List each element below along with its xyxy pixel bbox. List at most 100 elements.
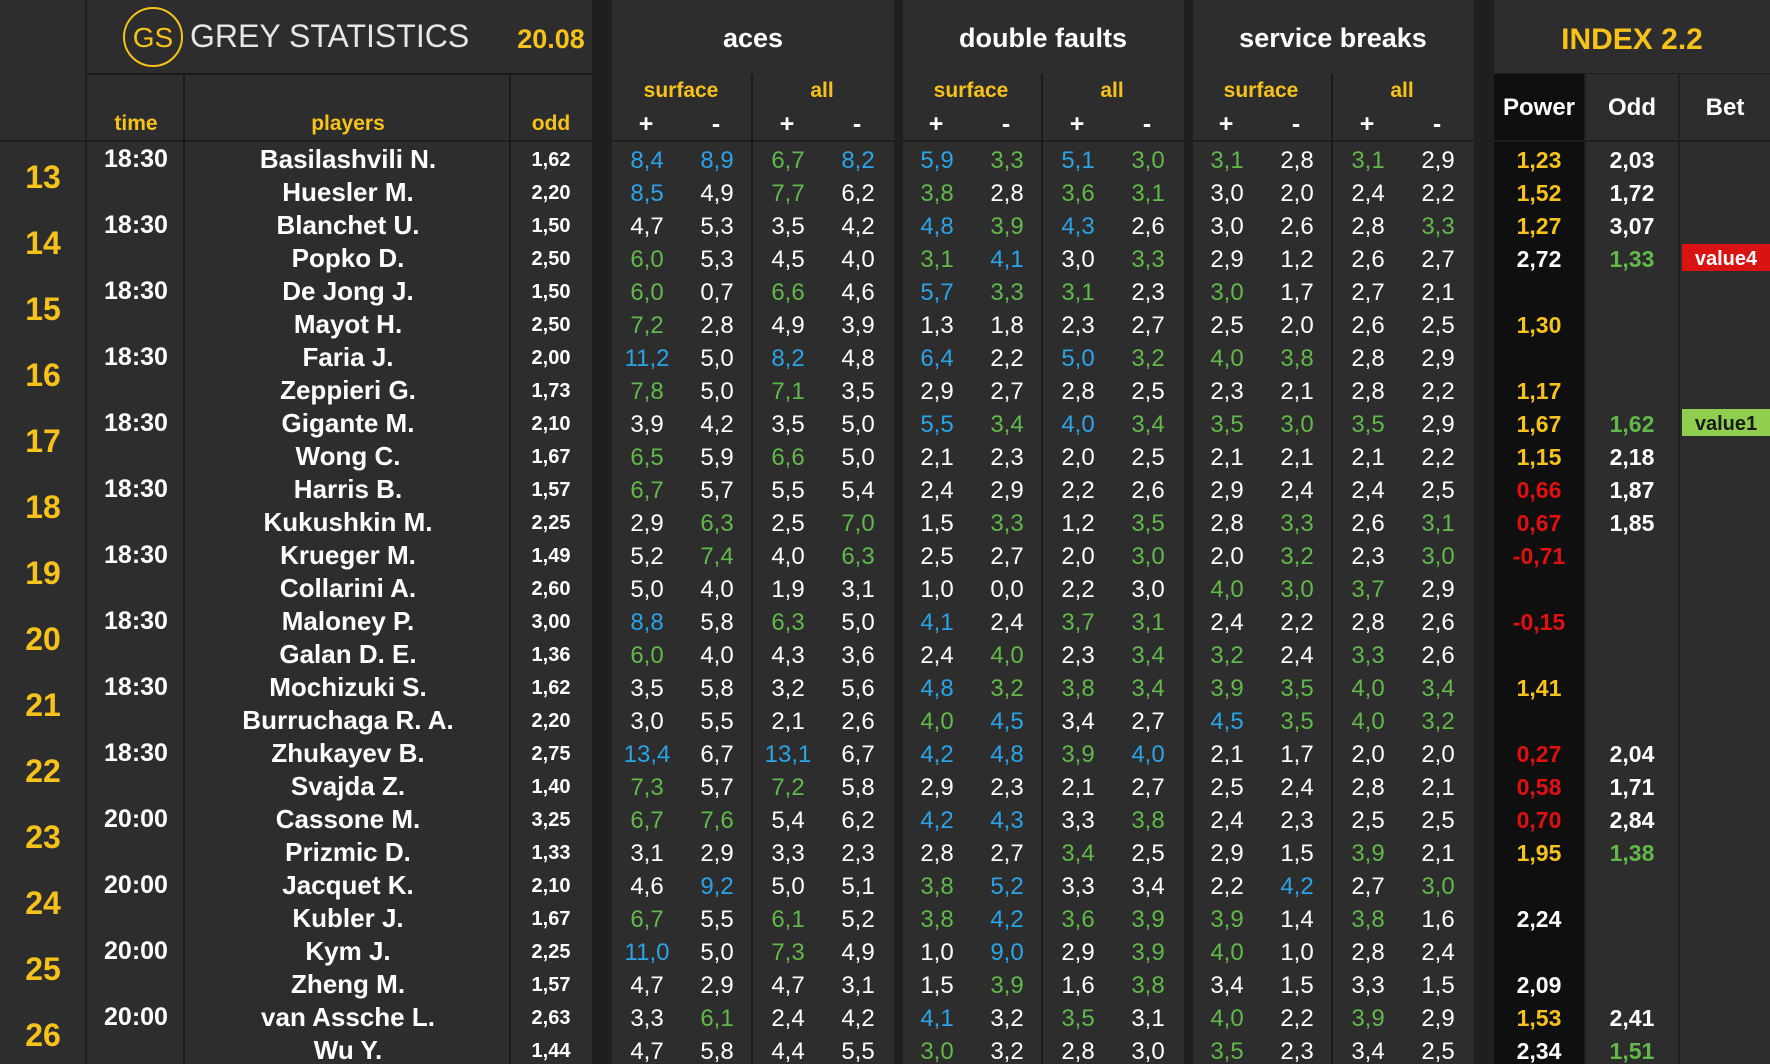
stat-value: 2,4 (1210, 807, 1243, 834)
player-name: Kukushkin M. (263, 507, 432, 537)
bet-cell (1680, 538, 1770, 604)
subheader-all: all (1100, 79, 1123, 102)
match-number-cell (0, 1000, 85, 1064)
header-index: INDEX 2.2 (1561, 23, 1703, 56)
stat-value: 2,4 (1351, 477, 1384, 504)
stat-value: 4,0 (1210, 345, 1243, 372)
header-service-breaks: service breaks (1239, 23, 1427, 53)
stat-value: 6,7 (630, 807, 663, 834)
stat-value: 2,3 (1280, 1038, 1313, 1064)
stat-value: 3,1 (841, 972, 874, 999)
stat-value: 3,0 (1131, 576, 1164, 603)
player-odd: 2,20 (532, 182, 571, 204)
stat-value: 3,0 (1210, 180, 1243, 207)
stat-value: 2,3 (990, 444, 1023, 471)
stat-value: 3,4 (1210, 972, 1243, 999)
stat-value: 3,8 (920, 873, 953, 900)
power-cell (1494, 340, 1584, 406)
match-number-cell (0, 670, 85, 736)
stat-value: 2,5 (1131, 378, 1164, 405)
stat-value: 3,8 (1061, 675, 1094, 702)
stat-value: 1,6 (1421, 906, 1454, 933)
stat-value: 3,0 (1131, 1038, 1164, 1064)
stat-value: 4,7 (630, 213, 663, 240)
match-time: 18:30 (104, 343, 168, 371)
stat-value: 2,3 (841, 840, 874, 867)
stat-value: 5,1 (1061, 147, 1094, 174)
stat-value: 2,8 (1351, 378, 1384, 405)
stat-value: 7,2 (771, 774, 804, 801)
stats-cell (903, 406, 1184, 472)
power-cell (1494, 934, 1584, 1000)
stat-value: 4,7 (630, 972, 663, 999)
stat-value: 2,6 (1131, 477, 1164, 504)
stat-value: 3,1 (1131, 1005, 1164, 1032)
stat-value: 0,0 (990, 576, 1023, 603)
stat-value: 2,5 (1421, 807, 1454, 834)
stat-value: 2,4 (1351, 180, 1384, 207)
stat-value: 3,3 (1351, 642, 1384, 669)
stats-cell (903, 1000, 1184, 1064)
stat-value: 3,7 (1351, 576, 1384, 603)
stat-value: 3,1 (1421, 510, 1454, 537)
stat-value: 2,5 (1131, 840, 1164, 867)
player-name: Faria J. (302, 342, 393, 372)
stat-value: 3,2 (1280, 543, 1313, 570)
power-value: 1,23 (1517, 147, 1562, 173)
stat-value: 3,0 (1131, 543, 1164, 570)
stat-value: 2,1 (920, 444, 953, 471)
stat-value: 1,0 (920, 939, 953, 966)
player-name: Krueger M. (280, 540, 416, 570)
player-odd: 3,25 (532, 809, 571, 831)
match-number: 18 (25, 489, 61, 525)
stat-value: 2,3 (1280, 807, 1313, 834)
stat-value: 2,1 (1210, 444, 1243, 471)
player-name: Jacquet K. (282, 870, 414, 900)
stat-value: 6,1 (700, 1005, 733, 1032)
stat-value: 5,9 (920, 147, 953, 174)
stat-value: 3,9 (1351, 1005, 1384, 1032)
stat-value: 2,3 (1351, 543, 1384, 570)
player-odd: 1,36 (532, 644, 571, 666)
player-odd: 1,67 (532, 908, 571, 930)
bet-badge (1682, 244, 1770, 271)
stat-value: 3,0 (920, 1038, 953, 1064)
bet-cell (1680, 736, 1770, 802)
header-service-breaks-cell (1193, 0, 1474, 140)
match-number-cell (0, 934, 85, 1000)
stat-value: 2,9 (700, 840, 733, 867)
stat-value: 1,9 (771, 576, 804, 603)
match-time: 18:30 (104, 475, 168, 503)
stat-value: 4,5 (771, 246, 804, 273)
stat-value: 7,1 (771, 378, 804, 405)
subheader-surface: surface (934, 79, 1009, 102)
power-value: 0,27 (1517, 741, 1562, 767)
stat-value: 2,7 (1351, 279, 1384, 306)
stat-value: 5,9 (700, 444, 733, 471)
odd2-cell (1586, 472, 1678, 538)
match-info-cell (87, 142, 592, 208)
player-odd: 3,00 (532, 611, 571, 633)
odd2-value: 2,18 (1610, 444, 1655, 470)
stat-value: 5,8 (700, 609, 733, 636)
stat-value: 5,0 (841, 411, 874, 438)
match-number-cell (0, 274, 85, 340)
stat-value: 3,1 (1131, 609, 1164, 636)
stat-value: 2,2 (1061, 576, 1094, 603)
stat-value: 3,0 (1131, 147, 1164, 174)
match-number: 23 (25, 819, 61, 855)
stat-value: 5,8 (841, 774, 874, 801)
stat-value: 2,3 (990, 774, 1023, 801)
match-number-cell (0, 868, 85, 934)
player-odd: 1,44 (532, 1040, 572, 1062)
stat-value: 2,2 (1280, 1005, 1313, 1032)
stat-value: 2,0 (1280, 312, 1313, 339)
odd2-value: 2,41 (1610, 1005, 1655, 1031)
power-value: 0,67 (1517, 510, 1562, 536)
stat-value: 5,5 (700, 906, 733, 933)
stat-value: 2,1 (1421, 774, 1454, 801)
stats-cell (903, 472, 1184, 538)
stat-value: 5,4 (771, 807, 804, 834)
match-time: 18:30 (104, 409, 168, 437)
player-odd: 1,67 (532, 446, 571, 468)
